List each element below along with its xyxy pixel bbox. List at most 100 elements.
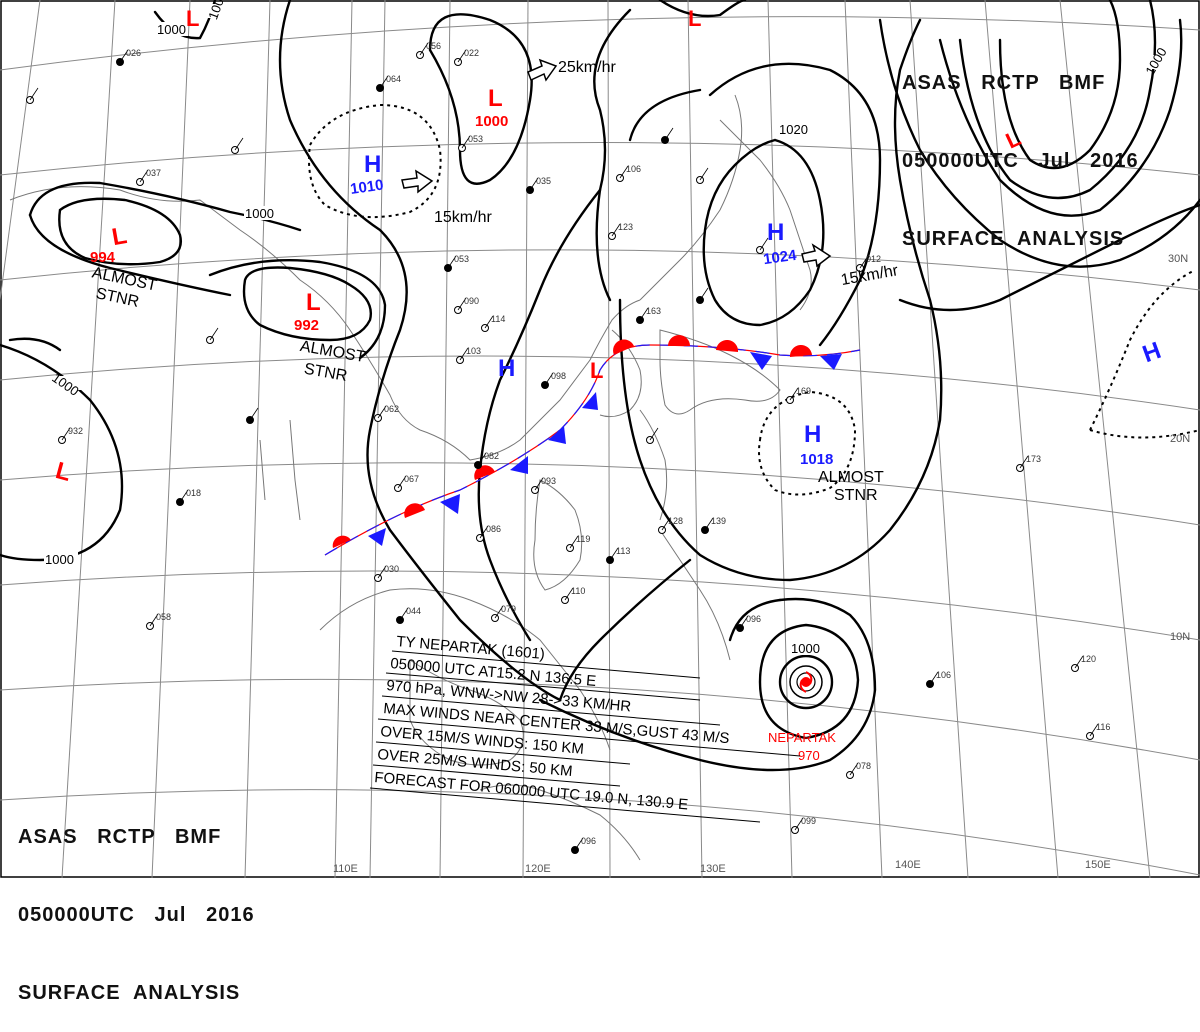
parallel-line	[0, 678, 1200, 761]
station-pressure-label: 079	[501, 604, 516, 614]
isobar-1020	[702, 138, 825, 327]
longitude-label: 110E	[333, 863, 358, 875]
isobar	[477, 188, 602, 642]
typhoon-center-icon	[801, 677, 811, 687]
wind-barb-icon	[529, 177, 539, 191]
warm-front-bump	[668, 335, 690, 346]
isobar	[618, 18, 943, 582]
coastline	[659, 529, 731, 661]
typhoon-isobar-inner	[789, 665, 823, 699]
station-pressure-label: 099	[801, 816, 816, 826]
parallel-line	[0, 142, 1200, 176]
front-line	[324, 344, 861, 556]
coastline	[659, 329, 781, 415]
wind-barb-icon	[377, 565, 387, 579]
motion-speed-label: 25km/hr	[558, 59, 616, 76]
typhoon-name-label: NEPARTAK	[768, 730, 836, 745]
dotted-isobars	[308, 103, 1200, 496]
high-pressure-symbol: H	[804, 421, 821, 448]
parallel-line	[0, 355, 1200, 411]
station-pressure-label: 056	[426, 41, 441, 51]
isobar-992	[242, 266, 372, 342]
warm-front-bump	[716, 339, 739, 352]
wind-barb-icon	[29, 87, 39, 101]
isobar-low	[658, 0, 747, 18]
low-pressure-symbol: L	[110, 222, 129, 251]
wind-barb-icon	[544, 372, 554, 386]
high-pressure-value: 1024	[762, 247, 798, 269]
station-pressure-label: 119	[576, 534, 590, 544]
low-pressure-symbol: L	[688, 6, 701, 31]
coastline	[479, 784, 641, 861]
high-pressure-symbol: H	[767, 219, 784, 246]
wind-barb-icon	[399, 607, 409, 621]
station-pressure-label: 058	[156, 612, 171, 622]
station-pressure-label: 082	[484, 451, 499, 461]
high-pressure-value: 1018	[800, 451, 833, 468]
high-pressure-symbol: H	[364, 151, 381, 178]
wind-barb-icon	[699, 167, 709, 181]
header-top-line2: 050000UTC Jul 2016	[902, 150, 1139, 172]
wind-barb-icon	[661, 517, 671, 531]
station-pressure-label: 022	[464, 48, 479, 58]
isobar-value-label: 1000	[157, 22, 186, 37]
wind-barb-icon	[611, 223, 621, 237]
isobar	[898, 203, 1200, 312]
header-bottom-line3: SURFACE ANALYSIS	[18, 982, 241, 1004]
wind-barb-icon	[379, 75, 389, 89]
wind-barb-icon	[564, 587, 574, 601]
typhoon-swirl-icon	[799, 671, 813, 693]
low-pressure-value: 994	[90, 249, 116, 266]
warm-front-bump	[789, 344, 812, 357]
coastline	[9, 186, 641, 461]
dotted-isobar-1018	[758, 390, 857, 496]
wind-barb-icon	[639, 307, 649, 321]
high-pressure-value: 1010	[349, 177, 384, 198]
longitude-label: 150E	[1085, 859, 1111, 871]
typhoon-pressure-label: 970	[798, 748, 820, 763]
motion-arrow	[401, 169, 434, 194]
wind-barb-icon	[619, 165, 629, 179]
wind-barb-icon	[1074, 655, 1084, 669]
isobar	[208, 258, 387, 360]
warm-front-bump	[332, 535, 351, 548]
longitude-label: 140E	[895, 859, 921, 871]
cold-front-triangle	[582, 392, 598, 410]
isobar	[708, 62, 882, 347]
station-pressure-label: 123	[618, 222, 633, 232]
wind-barb-icon	[759, 237, 769, 251]
dotted-isobar-1010	[308, 103, 442, 219]
wind-barb-icon	[457, 49, 467, 63]
coastline	[319, 588, 611, 751]
station-pressure-label: 120	[1081, 654, 1096, 664]
header-bottom-line2: 050000UTC Jul 2016	[18, 904, 255, 926]
wind-barb-icon	[61, 427, 71, 441]
station-pressure-label: 053	[468, 134, 483, 144]
longitude-label: 130E	[700, 863, 726, 875]
parallel-line	[0, 462, 1200, 526]
cold-front-triangle	[510, 456, 528, 474]
station-pressure-label: 139	[711, 516, 726, 526]
station-pressure-label: 096	[746, 614, 761, 624]
station-pressure-label: 035	[536, 176, 551, 186]
station-pressure-label: 114	[491, 314, 505, 324]
typhoon-isobar-1000	[778, 654, 834, 710]
low-pressure-value: 1000	[475, 113, 508, 130]
typhoon-isobar-outer	[758, 623, 860, 740]
station-pressure-label: 096	[581, 836, 596, 846]
station-pressure-label: 116	[1096, 722, 1110, 732]
wind-barb-icon	[459, 347, 469, 361]
wind-barb-icon	[739, 615, 749, 629]
chart-header-bottom: ASAS RCTP BMF 050000UTC Jul 2016 SURFACE…	[18, 772, 255, 1032]
isobar	[878, 18, 1200, 268]
motion-arrow	[801, 243, 832, 268]
low-pressure-symbol: L	[306, 289, 321, 316]
isobars	[0, 0, 1200, 772]
station-pressure-label: 012	[866, 254, 881, 264]
isobar	[8, 337, 62, 352]
latitude-label: 20N	[1170, 433, 1190, 445]
cold-front-triangle	[440, 494, 460, 514]
wind-barb-icon	[179, 489, 189, 503]
wind-barb-icon	[461, 135, 471, 149]
wind-barb-icon	[859, 255, 869, 269]
